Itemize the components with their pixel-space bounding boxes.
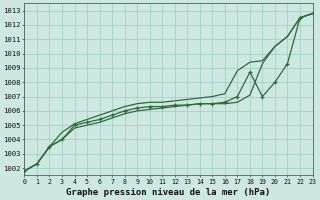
X-axis label: Graphe pression niveau de la mer (hPa): Graphe pression niveau de la mer (hPa): [66, 188, 271, 197]
